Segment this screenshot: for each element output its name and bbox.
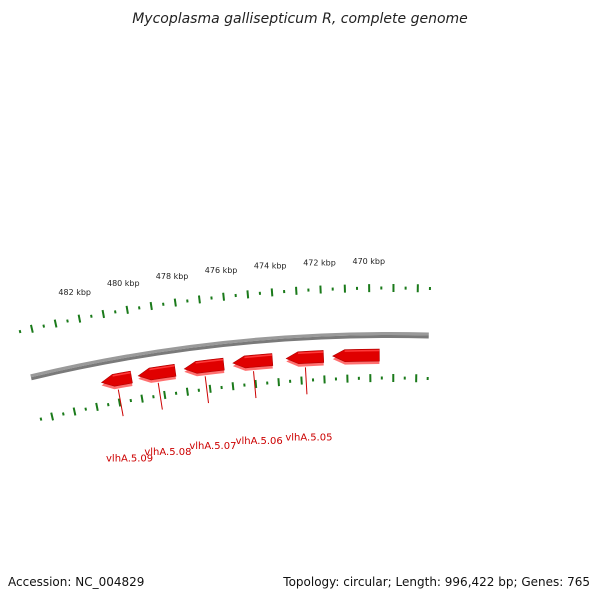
gene-label: vlhA.5.08 bbox=[144, 447, 191, 458]
gene-label: vlhA.5.05 bbox=[285, 432, 332, 443]
outer-tick bbox=[125, 305, 129, 314]
outer-tick bbox=[90, 314, 93, 318]
kbp-label: 470 kbp bbox=[352, 257, 385, 266]
kbp-label-track: 482 kbp 480 kbp 478 kbp 476 kbp 474 kbp 472 k… bbox=[58, 257, 385, 297]
gene-arrow[interactable] bbox=[285, 350, 325, 365]
accession-text: Accession: NC_004829 bbox=[8, 575, 144, 589]
outer-tick bbox=[246, 290, 250, 299]
gene-label: vlhA.5.07 bbox=[189, 441, 236, 452]
gene-label-leader bbox=[157, 382, 163, 410]
outer-tick bbox=[149, 301, 153, 311]
inner-tick bbox=[231, 382, 235, 391]
gene-arrow-highlight bbox=[112, 371, 131, 377]
kbp-label: 474 kbp bbox=[254, 261, 287, 270]
inner-tick bbox=[106, 403, 110, 407]
kbp-label: 476 kbp bbox=[205, 266, 238, 275]
outer-tick bbox=[114, 310, 117, 314]
outer-tick bbox=[173, 298, 177, 307]
map-title: Mycoplasma gallisepticum R, complete gen… bbox=[132, 11, 468, 27]
kbp-label: 480 kbp bbox=[107, 279, 140, 288]
gene-arrow-highlight bbox=[344, 349, 380, 352]
gene-arrow-highlight bbox=[297, 351, 324, 355]
gene-label-leader bbox=[253, 371, 257, 399]
inner-tick bbox=[62, 412, 65, 416]
outer-tick bbox=[30, 324, 34, 333]
gene-arrow[interactable] bbox=[137, 363, 177, 381]
gene-arrow-highlight bbox=[195, 358, 224, 364]
inner-tick bbox=[39, 417, 43, 421]
gene-label: vlhA.5.09 bbox=[106, 454, 153, 465]
outer-tick bbox=[66, 319, 69, 323]
gene-track bbox=[100, 348, 380, 390]
inner-tick-track bbox=[39, 374, 429, 421]
kbp-label: 472 kbp bbox=[303, 259, 336, 268]
backbone-outer-line bbox=[30, 332, 429, 378]
outer-tick bbox=[101, 309, 106, 319]
topology-summary-text: Topology: circular; Length: 996,422 bp; … bbox=[282, 575, 590, 589]
outer-tick-track bbox=[18, 284, 431, 334]
gene-label: vlhA.5.06 bbox=[236, 436, 283, 447]
genome-backbone bbox=[30, 332, 429, 381]
inner-tick bbox=[185, 387, 189, 396]
outer-tick bbox=[270, 288, 274, 297]
outer-tick bbox=[18, 329, 22, 334]
gene-arrow[interactable] bbox=[332, 348, 380, 362]
kbp-label: 482 kbp bbox=[58, 288, 91, 297]
inner-tick bbox=[254, 379, 258, 389]
outer-tick bbox=[197, 295, 201, 304]
inner-tick bbox=[208, 384, 212, 393]
gene-arrow[interactable] bbox=[232, 353, 274, 369]
inner-tick bbox=[163, 390, 167, 400]
inner-tick bbox=[117, 398, 122, 407]
outer-tick bbox=[77, 314, 82, 323]
inner-tick bbox=[129, 398, 133, 403]
inner-tick bbox=[84, 407, 88, 411]
gene-arrow[interactable] bbox=[100, 370, 133, 387]
gene-label-leader bbox=[117, 389, 124, 417]
gene-label-leader bbox=[304, 367, 308, 395]
outer-tick bbox=[222, 292, 226, 301]
gene-arrow-highlight bbox=[149, 365, 175, 371]
kbp-label: 478 kbp bbox=[156, 272, 189, 281]
outer-tick bbox=[42, 324, 46, 328]
backbone-inner-line bbox=[30, 335, 429, 381]
inner-tick bbox=[140, 394, 144, 403]
inner-tick bbox=[50, 412, 54, 421]
inner-tick bbox=[95, 402, 99, 411]
inner-tick bbox=[72, 407, 77, 416]
gene-label-leader bbox=[204, 376, 209, 404]
gene-arrow[interactable] bbox=[183, 357, 225, 374]
inner-tick bbox=[277, 378, 280, 387]
gene-arrow-highlight bbox=[244, 354, 273, 359]
outer-tick bbox=[53, 319, 58, 328]
